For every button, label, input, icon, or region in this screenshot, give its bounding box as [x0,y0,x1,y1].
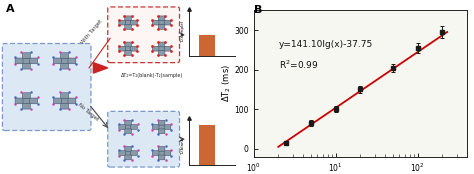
FancyBboxPatch shape [15,58,23,64]
FancyBboxPatch shape [158,20,165,25]
FancyBboxPatch shape [68,98,76,104]
Text: T₂(blank): T₂(blank) [182,136,185,155]
FancyBboxPatch shape [30,98,37,104]
FancyBboxPatch shape [61,98,69,104]
FancyBboxPatch shape [108,7,180,63]
FancyBboxPatch shape [22,63,30,69]
FancyBboxPatch shape [158,46,165,51]
FancyBboxPatch shape [158,25,165,29]
FancyBboxPatch shape [125,20,131,25]
Text: y=141.10lg(x)-37.75: y=141.10lg(x)-37.75 [279,40,374,49]
FancyBboxPatch shape [131,125,137,129]
FancyBboxPatch shape [158,129,165,134]
FancyBboxPatch shape [164,125,171,129]
FancyBboxPatch shape [22,103,30,109]
FancyBboxPatch shape [30,58,37,64]
FancyBboxPatch shape [131,20,137,25]
FancyBboxPatch shape [158,151,165,156]
Text: B: B [254,5,262,15]
Text: With Target: With Target [81,19,104,45]
FancyBboxPatch shape [125,16,131,21]
FancyBboxPatch shape [125,120,131,125]
FancyBboxPatch shape [125,147,131,151]
FancyBboxPatch shape [125,151,131,156]
FancyBboxPatch shape [158,51,165,55]
FancyBboxPatch shape [158,42,165,47]
FancyBboxPatch shape [131,151,137,156]
FancyBboxPatch shape [158,155,165,160]
FancyBboxPatch shape [119,20,126,25]
FancyBboxPatch shape [158,147,165,151]
FancyBboxPatch shape [61,63,69,69]
Bar [199,35,215,56]
FancyBboxPatch shape [54,98,61,104]
FancyBboxPatch shape [22,93,30,98]
FancyBboxPatch shape [125,42,131,47]
FancyBboxPatch shape [164,20,171,25]
FancyBboxPatch shape [22,53,30,58]
FancyBboxPatch shape [164,46,171,51]
FancyBboxPatch shape [152,125,159,129]
FancyBboxPatch shape [61,53,69,58]
FancyBboxPatch shape [2,44,91,130]
Y-axis label: ΔT$_2$ (ms): ΔT$_2$ (ms) [220,65,233,102]
FancyBboxPatch shape [125,51,131,55]
FancyBboxPatch shape [119,46,126,51]
FancyBboxPatch shape [61,103,69,109]
FancyBboxPatch shape [158,16,165,21]
FancyBboxPatch shape [152,46,159,51]
Text: A: A [6,4,15,14]
FancyBboxPatch shape [108,111,180,167]
FancyBboxPatch shape [125,125,131,129]
FancyBboxPatch shape [22,98,30,104]
FancyBboxPatch shape [0,0,241,174]
FancyBboxPatch shape [125,46,131,51]
FancyBboxPatch shape [164,151,171,156]
FancyBboxPatch shape [119,151,126,156]
Polygon shape [93,63,108,73]
FancyBboxPatch shape [125,25,131,29]
FancyBboxPatch shape [158,125,165,129]
FancyBboxPatch shape [54,58,61,64]
Text: No Target: No Target [77,102,100,122]
Text: T₂(sample): T₂(sample) [182,21,185,43]
FancyBboxPatch shape [119,125,126,129]
FancyBboxPatch shape [15,98,23,104]
FancyBboxPatch shape [152,20,159,25]
FancyBboxPatch shape [158,120,165,125]
FancyBboxPatch shape [61,58,69,64]
FancyBboxPatch shape [61,93,69,98]
FancyBboxPatch shape [152,151,159,156]
FancyBboxPatch shape [68,58,76,64]
FancyBboxPatch shape [125,129,131,134]
FancyBboxPatch shape [131,46,137,51]
FancyBboxPatch shape [22,58,30,64]
Text: R$^2$=0.99: R$^2$=0.99 [279,58,319,71]
Text: ΔT₂=T₂(blank)-T₂(sample): ΔT₂=T₂(blank)-T₂(sample) [121,73,183,78]
Bar [199,125,215,165]
FancyBboxPatch shape [125,155,131,160]
